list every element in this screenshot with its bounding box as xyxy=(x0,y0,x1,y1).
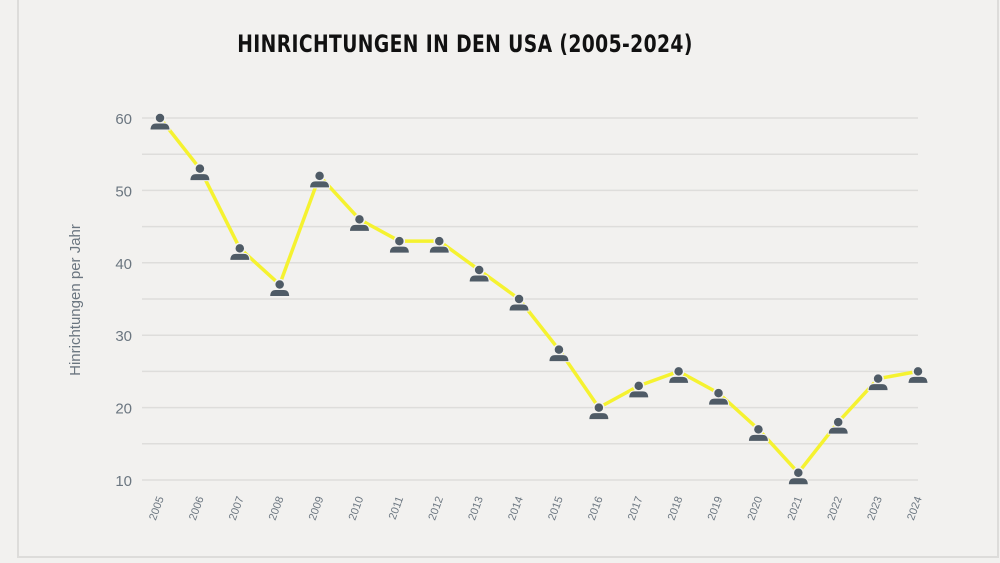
chart-frame xyxy=(17,0,999,558)
x-tick-label: 2020 xyxy=(746,495,766,522)
x-tick-label: 2006 xyxy=(187,495,207,522)
x-tick-label: 2023 xyxy=(865,495,885,522)
person-icon-body xyxy=(867,383,889,392)
person-icon-head xyxy=(433,235,446,247)
person-icon-body xyxy=(508,303,530,312)
y-tick-label: 30 xyxy=(115,328,132,345)
person-icon xyxy=(628,380,650,399)
person-icon-head xyxy=(393,235,406,247)
x-tick-label: 2015 xyxy=(546,495,566,522)
person-icon-head xyxy=(513,293,525,305)
person-icon-head xyxy=(912,365,924,378)
person-icon-head xyxy=(632,380,645,392)
x-tick-label: 2021 xyxy=(785,495,805,522)
person-icon xyxy=(309,170,331,189)
person-icon-head xyxy=(353,213,366,226)
person-icon-body xyxy=(269,289,291,298)
x-tick-label: 2016 xyxy=(586,495,606,522)
person-icon xyxy=(548,343,570,363)
person-icon xyxy=(787,467,809,486)
series-line xyxy=(158,116,919,475)
person-icon-body xyxy=(468,274,490,283)
person-icon xyxy=(428,235,450,254)
person-icon-body xyxy=(428,245,450,254)
person-icon xyxy=(588,401,610,421)
person-icon-body xyxy=(708,397,730,406)
person-icon-body xyxy=(229,252,251,261)
person-icon xyxy=(907,365,929,384)
x-tick-label: 2012 xyxy=(426,495,446,522)
person-icon xyxy=(867,372,889,392)
person-icon-head xyxy=(553,343,565,356)
x-tick-label: 2019 xyxy=(706,495,726,522)
person-icon-head xyxy=(752,423,765,436)
person-icon xyxy=(708,387,730,406)
x-tick-label: 2013 xyxy=(466,495,486,522)
x-tick-label: 2009 xyxy=(307,495,327,522)
person-icon-head xyxy=(273,278,286,291)
person-icon xyxy=(668,365,690,384)
y-tick-label: 40 xyxy=(115,256,132,273)
x-tick-label: 2014 xyxy=(506,495,526,522)
person-icon xyxy=(508,293,530,312)
chart-title: HINRICHTUNGEN IN DEN USA (2005-2024) xyxy=(237,30,693,58)
person-icon xyxy=(149,112,171,131)
person-icon xyxy=(348,213,370,232)
person-icon-body xyxy=(747,433,769,442)
person-icon xyxy=(827,416,849,435)
person-icon-body xyxy=(189,173,211,182)
person-icon-head xyxy=(473,264,485,276)
person-icon xyxy=(269,278,291,298)
x-tick-label: 2022 xyxy=(825,495,845,522)
y-tick-label: 50 xyxy=(115,183,132,200)
person-icon-head xyxy=(712,387,725,399)
person-icon-head xyxy=(234,242,246,255)
x-tick-label: 2007 xyxy=(227,495,247,522)
person-icon-body xyxy=(628,390,650,399)
person-icon-body xyxy=(787,477,809,486)
person-icon-body xyxy=(907,375,929,384)
person-icon-head xyxy=(194,162,206,175)
person-icon-body xyxy=(309,180,331,189)
x-tick-label: 2018 xyxy=(666,495,686,522)
person-icon-body xyxy=(588,412,610,421)
person-icon-body xyxy=(548,354,570,363)
person-icon-body xyxy=(149,122,171,131)
x-tick-label: 2010 xyxy=(347,495,367,522)
person-icon-head xyxy=(593,401,605,414)
person-icon xyxy=(747,423,769,442)
y-tick-label: 60 xyxy=(115,111,132,128)
y-tick-label: 20 xyxy=(115,401,132,418)
person-icon-body xyxy=(388,245,410,254)
person-icon-body xyxy=(348,223,370,232)
person-icon-head xyxy=(832,416,844,428)
y-axis-label: Hinrichtungen per Jahr xyxy=(67,224,84,376)
x-tick-label: 2017 xyxy=(626,495,646,522)
person-icon xyxy=(189,162,211,182)
person-icon xyxy=(229,242,251,261)
person-icon-body xyxy=(827,426,849,435)
person-icon-head xyxy=(792,467,805,479)
person-icon-head xyxy=(672,365,685,378)
person-icon-head xyxy=(154,112,166,124)
x-tick-label: 2011 xyxy=(387,495,406,521)
person-icon xyxy=(388,235,410,254)
x-tick-label: 2024 xyxy=(905,495,925,522)
person-icon-body xyxy=(668,375,690,384)
y-tick-label: 10 xyxy=(115,473,132,490)
person-icon xyxy=(468,264,490,283)
x-tick-label: 2008 xyxy=(267,495,287,522)
x-tick-label: 2005 xyxy=(147,495,167,522)
person-icon-head xyxy=(872,372,884,385)
person-icon-head xyxy=(313,170,326,182)
